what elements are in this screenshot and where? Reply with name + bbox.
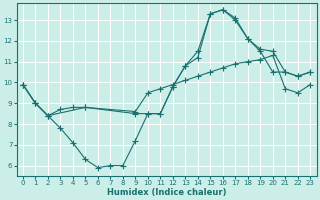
X-axis label: Humidex (Indice chaleur): Humidex (Indice chaleur) xyxy=(107,188,226,197)
